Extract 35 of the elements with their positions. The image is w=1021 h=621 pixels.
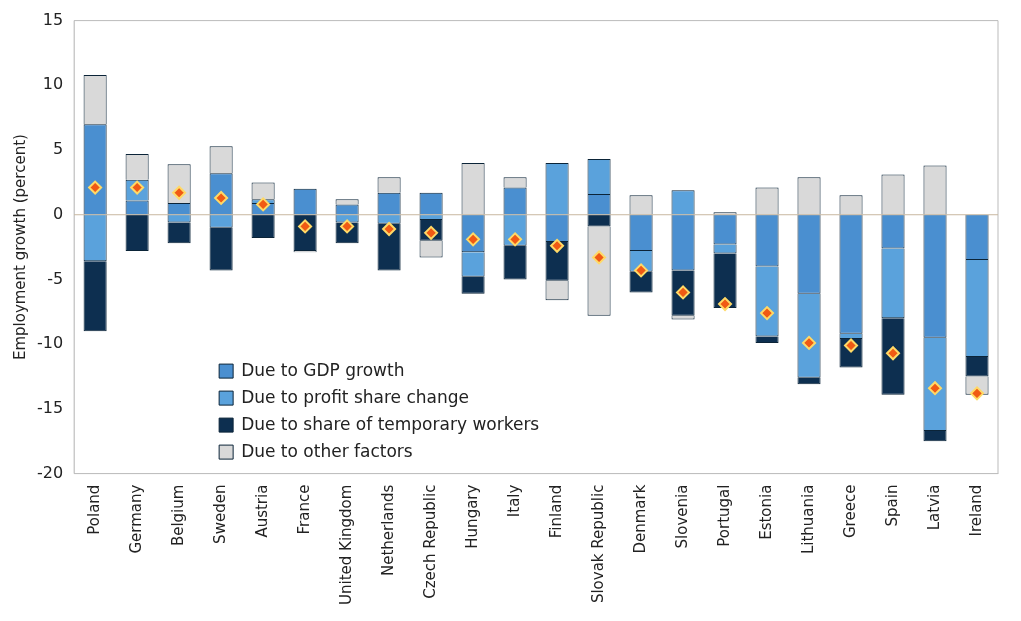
legend-label: Due to GDP growth [241,359,405,380]
x-tick-label: Lithuania [798,484,817,555]
y-tick-label: 10 [42,74,64,94]
x-tick-label: Netherlands [378,484,397,577]
x-tick-label: Sweden [211,484,229,544]
x-tick-label: Portugal [714,484,733,547]
y-tick-label: -10 [36,333,64,353]
x-tick-label: Hungary [462,484,481,549]
y-axis-title: Employment growth (percent) [10,134,29,361]
y-tick-label: 5 [52,139,64,159]
x-tick-label: Slovak Republic [588,484,607,604]
x-tick-label: Ireland [966,484,985,537]
x-tick-label: Finland [546,484,565,539]
x-tick-label: Austria [253,484,271,538]
x-tick-label: Denmark [630,484,649,554]
x-tick-label: Germany [127,484,146,554]
x-tick-label: Poland [85,484,104,535]
y-tick-label: 15 [42,9,64,29]
legend-label: Due to other factors [241,440,413,461]
y-tick-label: -20 [36,462,64,482]
y-tick-label: 0 [52,203,64,223]
x-tick-label: Latvia [924,484,943,531]
x-tick-label: Slovenia [672,484,691,549]
x-tick-label: Italy [504,484,523,518]
x-tick-label: Belgium [169,484,188,547]
y-tick-label: -5 [47,268,64,288]
x-tick-label: France [294,484,313,535]
legend-label: Due to profit share change [241,386,470,407]
legend-label: Due to share of temporary workers [241,413,540,434]
x-tick-label: Czech Republic [420,484,439,599]
x-tick-label: Greece [840,484,859,539]
x-tick-label: Estonia [756,484,775,540]
x-tick-label: Spain [882,484,901,527]
y-tick-label: -15 [36,398,64,418]
x-tick-label: United Kingdom [336,484,355,606]
